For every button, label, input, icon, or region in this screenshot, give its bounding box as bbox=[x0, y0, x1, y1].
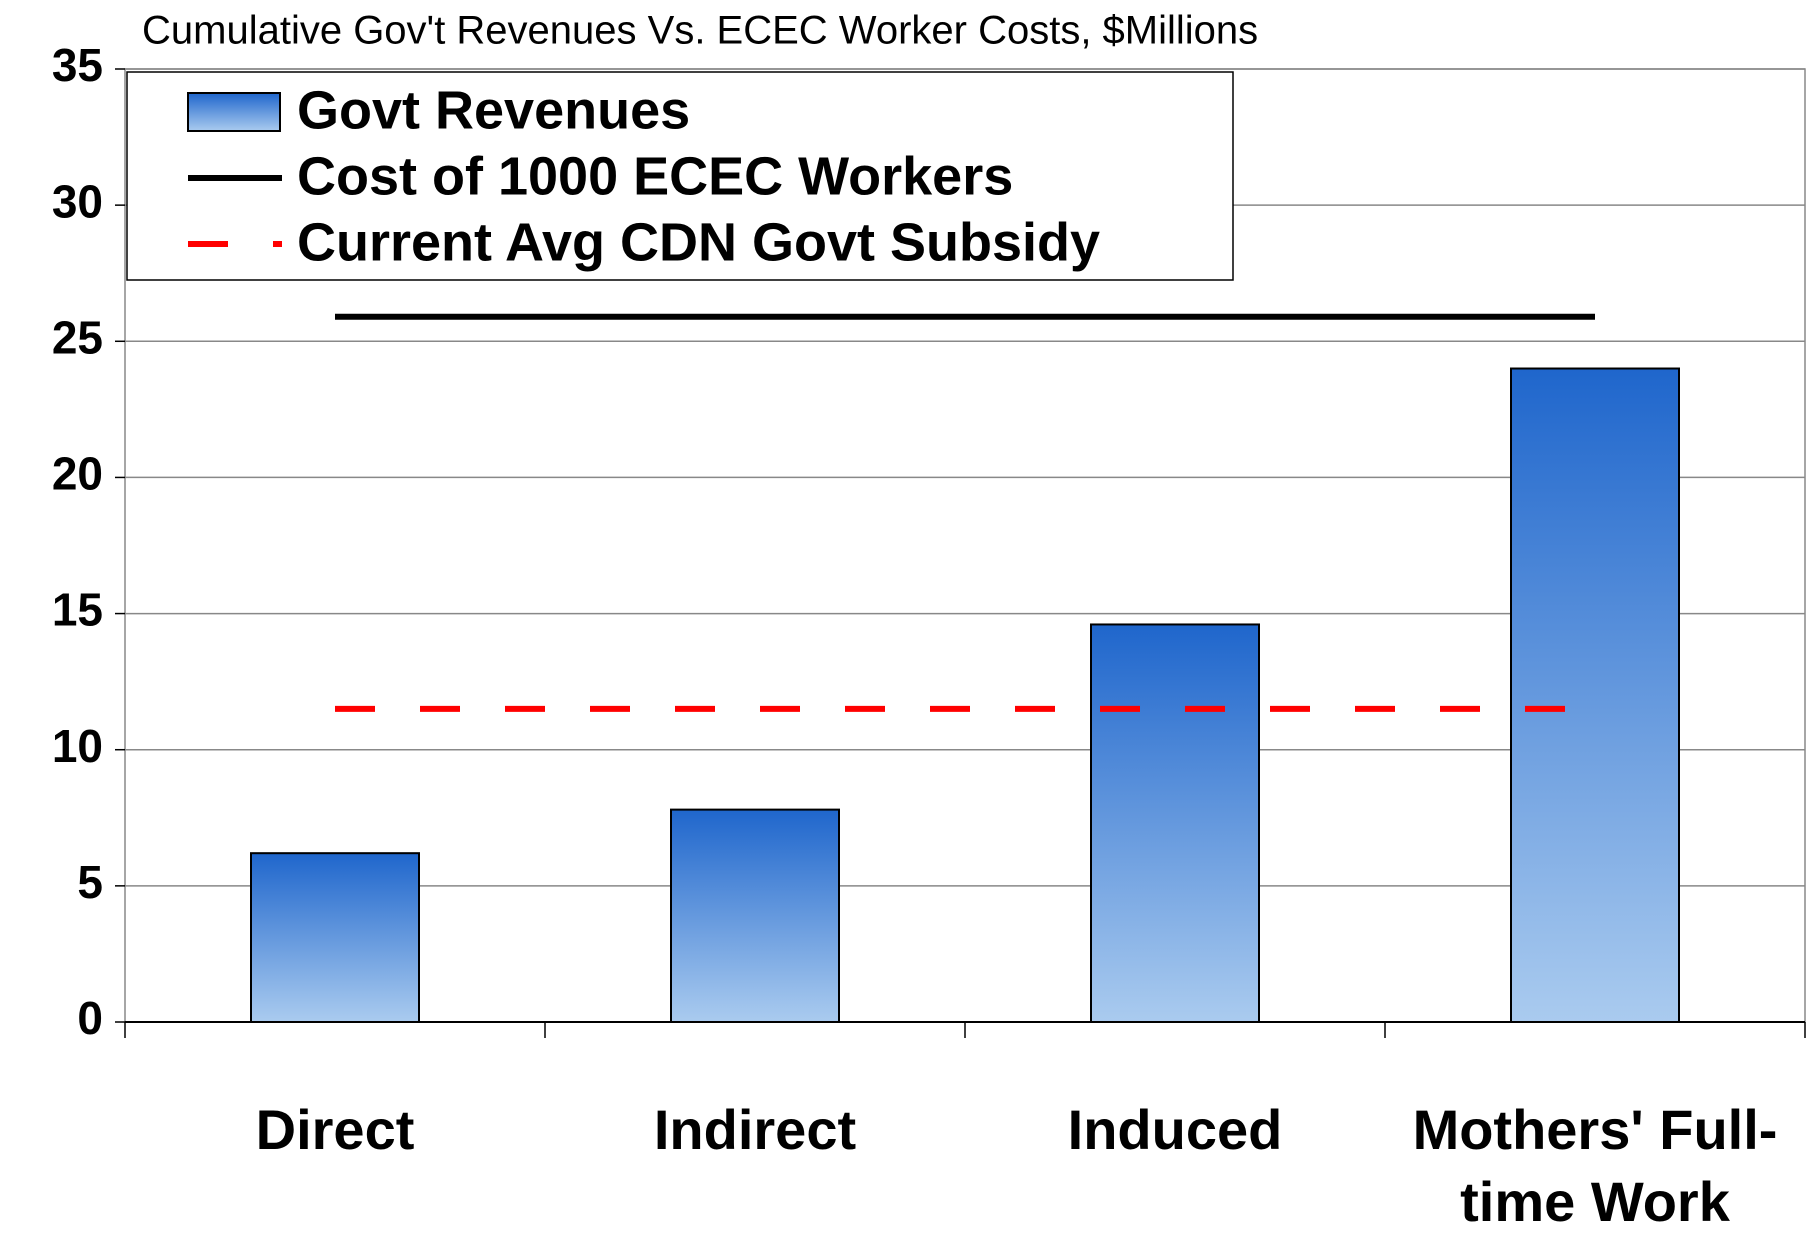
legend-label: Cost of 1000 ECEC Workers bbox=[297, 146, 1013, 206]
legend-swatch bbox=[187, 92, 281, 132]
chart-title: Cumulative Gov't Revenues Vs. ECEC Worke… bbox=[142, 9, 1258, 53]
y-tick-label: 20 bbox=[52, 448, 103, 500]
legend-box bbox=[126, 71, 1234, 281]
x-tick-label: Induced bbox=[1067, 1098, 1283, 1161]
page: {"chart_data":{"type":"bar","title":"Cum… bbox=[51, 8, 1806, 1233]
y-tick-label: 35 bbox=[52, 39, 103, 91]
y-tick-label: 10 bbox=[52, 720, 103, 772]
y-tick-label: 25 bbox=[52, 311, 103, 363]
y-tick-label: 30 bbox=[52, 175, 103, 227]
bar bbox=[1510, 367, 1680, 1023]
legend-label: Current Avg CDN Govt Subsidy bbox=[297, 212, 1100, 272]
x-tick-label: Mothers' Full-time Work bbox=[1412, 1098, 1778, 1233]
bar bbox=[1090, 623, 1260, 1023]
y-tick-label: 0 bbox=[77, 992, 103, 1044]
y-tick-label: 5 bbox=[77, 856, 103, 908]
chart: Cumulative Gov't Revenues Vs. ECEC Worke… bbox=[52, 9, 1806, 1044]
bar bbox=[670, 808, 840, 1023]
bar bbox=[250, 852, 420, 1023]
x-tick-label: Direct bbox=[255, 1098, 415, 1161]
y-tick-label: 15 bbox=[52, 584, 103, 636]
legend-label: Govt Revenues bbox=[297, 80, 690, 140]
x-tick-label: Indirect bbox=[653, 1098, 857, 1161]
